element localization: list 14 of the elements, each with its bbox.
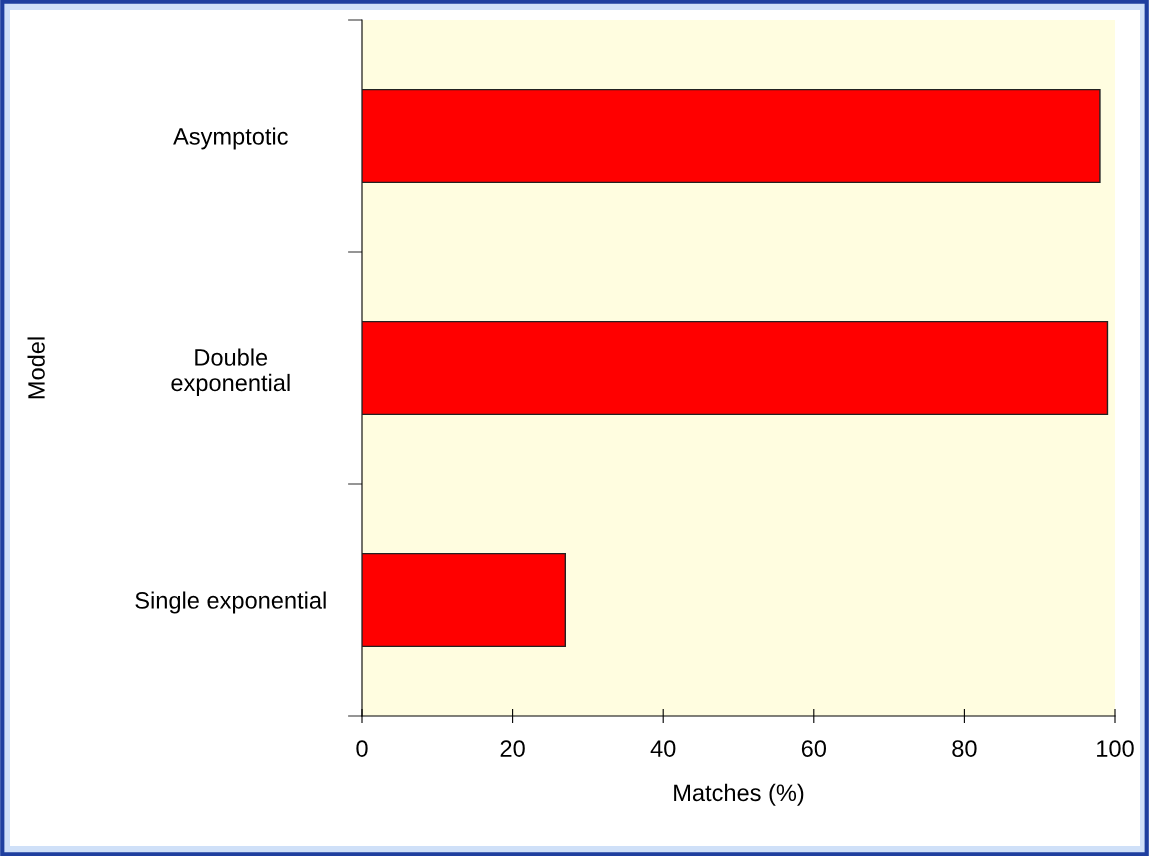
x-tick-label: 60: [801, 740, 827, 757]
x-tick-label: 80: [952, 740, 977, 757]
bar: [362, 320, 1109, 416]
x-tick-label: 100: [1097, 740, 1134, 757]
y-tick-label: Double exponential: [171, 348, 290, 396]
x-tick-label: 20: [500, 740, 525, 757]
bar: [362, 88, 1101, 184]
y-axis-title: Model: [27, 337, 45, 399]
x-axis-title: Matches (%): [674, 783, 804, 806]
y-tick-label: Asymptotic: [173, 127, 288, 150]
y-tick-label: Single exponential: [135, 591, 326, 614]
x-tick-label: 40: [650, 740, 676, 757]
bar: [362, 552, 567, 648]
x-tick-label: 0: [356, 740, 368, 757]
